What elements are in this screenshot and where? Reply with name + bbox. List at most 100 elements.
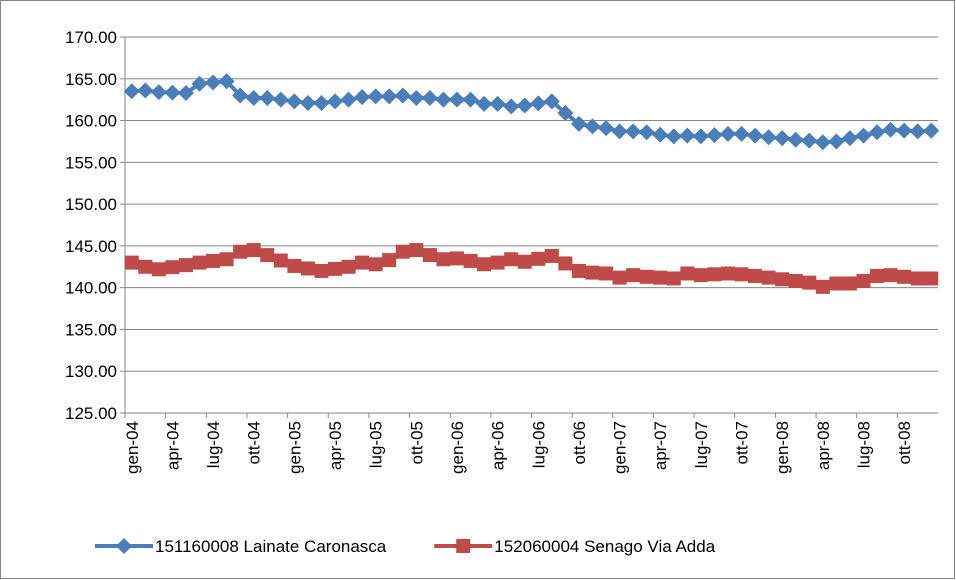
point bbox=[408, 89, 425, 106]
point bbox=[598, 120, 615, 137]
series bbox=[124, 243, 939, 294]
point bbox=[924, 271, 939, 286]
point bbox=[504, 252, 519, 267]
point bbox=[870, 268, 885, 283]
point bbox=[897, 269, 912, 284]
point bbox=[599, 266, 614, 281]
point bbox=[286, 93, 303, 110]
point bbox=[287, 258, 302, 273]
point bbox=[476, 95, 493, 112]
y-tick-label: 145.00 bbox=[65, 237, 117, 256]
point bbox=[232, 87, 249, 104]
point bbox=[815, 279, 830, 294]
point bbox=[544, 248, 559, 263]
x-tick-label: gen-06 bbox=[448, 421, 467, 474]
point bbox=[733, 125, 750, 142]
point bbox=[421, 89, 438, 106]
point bbox=[829, 276, 844, 291]
point bbox=[842, 276, 857, 291]
point bbox=[313, 95, 330, 112]
point bbox=[245, 89, 262, 106]
x-tick-label: apr-08 bbox=[814, 421, 833, 470]
x-tick-label: lug-08 bbox=[854, 421, 873, 468]
legend-label: 152060004 Senago Via Adda bbox=[494, 537, 715, 556]
point bbox=[206, 253, 221, 268]
point bbox=[638, 124, 655, 141]
x-tick-label: apr-07 bbox=[651, 421, 670, 470]
x-tick-label: ott-08 bbox=[895, 421, 914, 464]
point bbox=[558, 256, 573, 271]
point bbox=[612, 270, 627, 285]
point bbox=[883, 268, 898, 283]
x-tick-label: lug-05 bbox=[367, 421, 386, 468]
point bbox=[855, 127, 872, 144]
point bbox=[219, 252, 234, 267]
point bbox=[719, 125, 736, 142]
point bbox=[626, 268, 641, 283]
point bbox=[151, 262, 166, 277]
point bbox=[435, 91, 452, 108]
point bbox=[720, 266, 735, 281]
point bbox=[489, 95, 506, 112]
point bbox=[367, 88, 384, 105]
point bbox=[395, 244, 410, 259]
point bbox=[530, 95, 547, 112]
point bbox=[774, 130, 791, 147]
point bbox=[177, 84, 194, 101]
point bbox=[706, 127, 723, 144]
point bbox=[761, 270, 776, 285]
point bbox=[666, 271, 681, 286]
point bbox=[571, 263, 586, 278]
point bbox=[355, 255, 370, 270]
point bbox=[490, 255, 505, 270]
point bbox=[124, 255, 139, 270]
point bbox=[625, 123, 642, 140]
point bbox=[517, 254, 532, 269]
point bbox=[409, 243, 424, 258]
point bbox=[652, 126, 669, 143]
y-tick-label: 125.00 bbox=[65, 404, 117, 423]
point bbox=[882, 121, 899, 138]
point bbox=[300, 261, 315, 276]
point bbox=[788, 273, 803, 288]
x-tick-label: ott-06 bbox=[570, 421, 589, 464]
x-tick-label: gen-04 bbox=[123, 421, 142, 474]
point bbox=[802, 275, 817, 290]
point bbox=[341, 259, 356, 274]
point bbox=[259, 89, 276, 106]
point bbox=[422, 248, 437, 263]
point bbox=[192, 255, 207, 270]
point bbox=[340, 91, 357, 108]
point bbox=[787, 131, 804, 148]
legend-label: 151160008 Lainate Caronasca bbox=[155, 537, 387, 556]
point bbox=[665, 128, 682, 145]
y-tick-label: 160.00 bbox=[65, 112, 117, 131]
point bbox=[923, 122, 940, 139]
point bbox=[463, 253, 478, 268]
x-tick-label: lug-07 bbox=[692, 421, 711, 468]
point bbox=[828, 133, 845, 150]
point bbox=[760, 129, 777, 146]
point bbox=[314, 263, 329, 278]
y-tick-label: 165.00 bbox=[65, 70, 117, 89]
point bbox=[841, 130, 858, 147]
x-tick-label: gen-07 bbox=[611, 421, 630, 474]
point bbox=[748, 268, 763, 283]
point bbox=[639, 269, 654, 284]
point bbox=[516, 97, 533, 114]
point bbox=[436, 252, 451, 267]
point bbox=[137, 82, 154, 99]
x-tick-label: apr-06 bbox=[489, 421, 508, 470]
series bbox=[123, 73, 940, 151]
point bbox=[543, 93, 560, 110]
point bbox=[382, 253, 397, 268]
y-tick-label: 150.00 bbox=[65, 195, 117, 214]
point bbox=[856, 273, 871, 288]
point bbox=[653, 270, 668, 285]
point bbox=[734, 267, 749, 282]
point bbox=[178, 258, 193, 273]
point bbox=[272, 91, 289, 108]
x-tick-label: lug-04 bbox=[204, 421, 223, 468]
point bbox=[246, 243, 261, 258]
